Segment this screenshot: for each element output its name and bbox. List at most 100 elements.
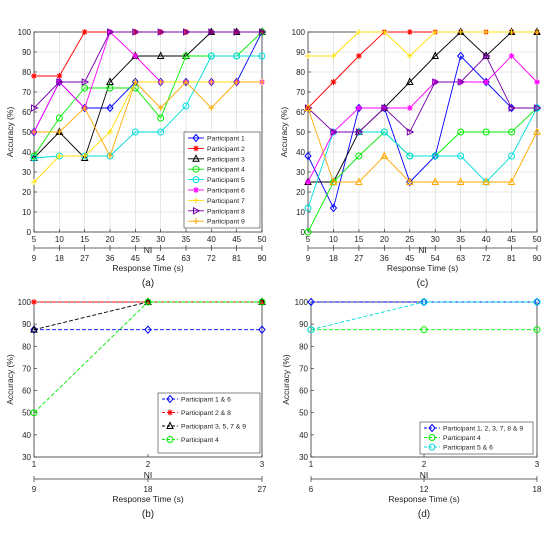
panel-0-series-3-point-6-marker: [182, 52, 190, 60]
panel-3-y-tick-label: 30: [299, 453, 308, 462]
panel-2-legend-marker-1-marker: [167, 409, 173, 416]
panel-3-secondary-tick-label: 6: [309, 485, 314, 494]
panel-0-series-4-point-0-marker: [30, 154, 38, 162]
panel-1-series-3-point-2-marker: [355, 152, 363, 160]
panel-0-series-5-point-4-marker: [132, 53, 139, 59]
panel-1-series-4-point-4-marker: [406, 152, 414, 160]
panel-0-series-4-point-7-marker: [207, 52, 215, 60]
panel-0-secondary-tick-label: 81: [232, 254, 241, 263]
panel-3-series-2-point-1-marker: [420, 298, 428, 306]
panel-0-series-4-point-5-marker: [157, 128, 165, 136]
panel-0-series-8-point-7-marker: [208, 105, 215, 111]
panel-3-legend-box: [419, 421, 534, 455]
panel-1-series-7-line: [307, 55, 537, 133]
panel-1-series-8-point-3-marker: [380, 151, 389, 159]
panel-1-series-6-point-3-marker: [381, 29, 388, 35]
panel-0-series-7-point-8-marker: [233, 28, 242, 36]
panel-1-series-7-point-1-marker: [330, 128, 339, 136]
panel-2-series-0-point-2-marker: [258, 325, 266, 334]
panel-3-series-2-point-2-marker: [533, 298, 541, 306]
panel-0-y-tick-label: 30: [22, 168, 31, 177]
panel-3-y-tick-label: 70: [299, 364, 308, 373]
panel-0-series-8-point-6-marker: [183, 79, 189, 85]
panel-1-series-0-point-2-marker: [355, 103, 363, 113]
panel-0-x-tick-label: 50: [258, 235, 267, 244]
panel-1-series-4-point-3-marker: [380, 128, 388, 136]
panel-1-series-0-point-7-marker: [482, 77, 490, 87]
panel-3-y-tick-label: 100: [295, 298, 309, 307]
panel-1-series-6-point-0-marker: [305, 53, 311, 59]
panel-2-legend-label-1: Participant 2 & 8: [181, 410, 231, 417]
panel-0-series-8-line: [34, 81, 262, 158]
panel-0-legend-label-5: Participant 6: [207, 188, 245, 195]
panel-2-series-0: [30, 325, 266, 334]
panel-1-y-tick-label: 30: [296, 168, 305, 177]
panel-2-chart: 30 40 50 60 70 80 90 100 Accuracy (%) 1 2 3 NI 9 18 27 R…: [5, 297, 267, 520]
panel-0-secondary-tick-label: 9: [32, 254, 37, 263]
panel-2-y-tick-label: 50: [22, 409, 31, 418]
panel-2-y-tick-label: 30: [22, 453, 31, 462]
panel-1-series-8-point-2-marker: [355, 177, 363, 185]
panel-2-secondary-tick-label: 18: [144, 485, 153, 494]
panel-1-series-6-point-5-marker: [432, 29, 439, 35]
panel-0-series-1-point-0-marker: [31, 73, 37, 79]
panel-1-series-1-point-1-marker: [330, 79, 337, 85]
panel-1-y-tick-label: 40: [296, 148, 305, 157]
panel-3-legend-label-1: Participant 4: [443, 435, 481, 442]
panel-2-series-1-point-0-marker: [31, 299, 37, 305]
panel-1-x-tick-label: 5: [306, 235, 311, 244]
panel-0-series-6-point-0-marker: [31, 179, 37, 185]
panel-1-series-6-point-1-marker: [330, 53, 337, 59]
panel-1-series-0-point-4-marker: [406, 177, 414, 187]
panel-1-series-3-point-8-marker: [508, 128, 516, 136]
panel-0-series-8-point-0-marker: [31, 129, 37, 135]
panel-1-series-8-point-5-marker: [431, 177, 440, 185]
panel-1-series-3-point-7-marker: [482, 128, 490, 136]
panel-1-secondary-tick-label: 27: [354, 254, 363, 263]
panel-3-series-1: [307, 326, 541, 334]
panel-0-y-tick-label: 90: [22, 48, 31, 57]
panel-0-series-7-point-7-marker: [208, 28, 216, 36]
panel-3-secondary-tick-label: 18: [533, 485, 542, 494]
panel-0-legend-label-3: Participant 4: [207, 167, 245, 174]
panel-0-y-tick-label: 0: [27, 228, 32, 237]
panel-1-series-7-point-2-marker: [355, 128, 364, 136]
panel-1-series-4: [304, 104, 541, 212]
panel-2-y-tick-label: 90: [22, 320, 31, 329]
panel-0-legend-marker-3-marker: [192, 165, 200, 173]
panel-2-series-3-point-0-marker: [30, 409, 38, 417]
panel-1-secondary-tick-label: 9: [306, 254, 311, 263]
panel-0-series-8-point-1-marker: [56, 129, 63, 135]
panel-1-series-7-point-7-marker: [483, 52, 491, 60]
panel-2-secondary-tick-label: 9: [32, 485, 37, 494]
panel-1-x-tick-label: 50: [533, 235, 542, 244]
panel-0-secondary-tick-label: 90: [258, 254, 267, 263]
panel-1-series-5-point-4-marker: [406, 105, 413, 111]
panel-1-series-6-point-7-marker: [483, 29, 490, 35]
panel-0-panel-label: (a): [142, 278, 154, 289]
panel-3-series-1-point-1-marker: [420, 326, 428, 334]
panel-1-series-6-point-4-marker: [406, 53, 413, 59]
panel-1-series-0-line: [307, 55, 537, 210]
panel-1-x-axis-label: NI: [418, 245, 427, 255]
panel-2-legend-label-2: Participant 3, 5, 7 & 9: [181, 424, 246, 431]
panel-1-chart: 0 10 20 30 40 50 60 70 80 90 100 Accuracy (%) 5 10 15 2…: [279, 27, 542, 289]
panel-0-series-4-point-9-marker: [258, 52, 266, 60]
panel-1-series-7: [305, 52, 542, 136]
panel-0-series-4-point-8-marker: [233, 52, 241, 60]
panel-1-y-tick-label: 0: [301, 228, 306, 237]
panel-2-legend-label-3: Participant 4: [181, 437, 219, 444]
panel-0-series-7-point-2-marker: [81, 78, 90, 86]
panel-3-x-tick-label: 2: [422, 460, 427, 469]
panel-0-series-6-point-3-marker: [107, 129, 113, 135]
panel-1-series-8-point-8-marker: [507, 177, 516, 185]
panel-1-series-7-point-4-marker: [406, 128, 415, 136]
panel-3-series-2: [307, 298, 541, 334]
panel-0-series-7-point-1-marker: [56, 78, 64, 86]
panel-1-y-tick-label: 70: [296, 88, 305, 97]
panel-0-series-0-point-2-marker: [81, 103, 89, 113]
panel-0-x-tick-label: 30: [156, 235, 165, 244]
panel-1-series-8-point-9-marker: [533, 127, 541, 135]
panel-1-series-5-point-8-marker: [508, 53, 515, 59]
